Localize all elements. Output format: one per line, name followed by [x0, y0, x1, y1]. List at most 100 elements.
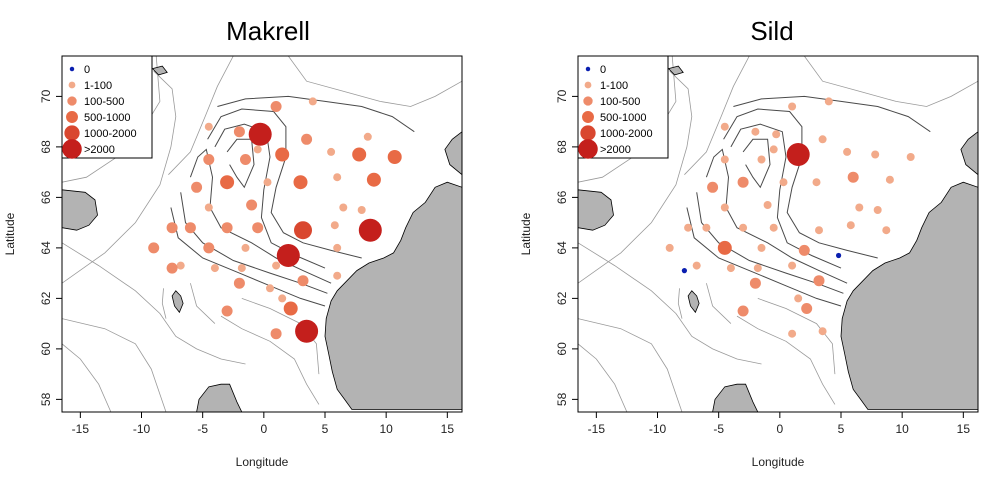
catch-point [818, 327, 827, 336]
legend-label: 100-500 [600, 96, 640, 108]
y-tick-label: 58 [39, 392, 53, 406]
map-panel-sild: 0 1-100 100-500 500-1000 1000-2000 >2000 Sild -… [519, 16, 979, 469]
legend-symbol [62, 139, 82, 159]
scotland-land [196, 383, 243, 412]
catch-point [763, 201, 772, 209]
catch-point [757, 243, 766, 252]
catch-point [882, 226, 891, 235]
depth-contour [757, 298, 836, 375]
catch-point [772, 130, 781, 139]
panel-title: Makrell [226, 16, 310, 46]
catch-point [387, 150, 402, 164]
catch-point [166, 262, 178, 274]
depth-contour [578, 242, 762, 365]
catch-point [270, 328, 282, 340]
legend-symbol [583, 96, 593, 106]
catch-point [283, 301, 298, 316]
catch-point [786, 143, 810, 166]
legend-label: 100-500 [84, 96, 124, 108]
catch-point [846, 221, 855, 230]
legend-label: >2000 [600, 144, 631, 156]
depth-contour [220, 315, 320, 405]
legend-label: 500-1000 [600, 112, 647, 124]
catch-point [266, 284, 274, 293]
legend-label: 0 [600, 64, 606, 76]
catch-point [751, 127, 760, 136]
catch-point [801, 303, 813, 314]
catch-point [813, 275, 825, 287]
y-tick-label: 68 [555, 140, 569, 154]
faroe-islands [171, 290, 184, 314]
depth-contour [803, 56, 978, 107]
legend-label: 500-1000 [84, 112, 131, 124]
jan-mayen [151, 65, 168, 76]
norway-north-land [960, 131, 978, 176]
y-tick-label: 70 [555, 89, 569, 103]
catch-point [737, 305, 749, 317]
depth-contour [217, 95, 415, 133]
catch-point [720, 155, 729, 164]
legend-symbol [578, 139, 598, 159]
x-tick-label: 10 [895, 422, 909, 436]
catch-point [794, 294, 803, 303]
depth-contour [736, 315, 836, 405]
catch-point [720, 203, 729, 212]
x-tick-label: 5 [322, 422, 329, 436]
legend: 0 1-100 100-500 500-1000 1000-2000 >2000 [61, 55, 153, 159]
catch-point [333, 271, 342, 280]
legend-symbol [68, 81, 76, 89]
greenland-land [62, 189, 98, 231]
legend-symbol [64, 125, 80, 141]
legend-symbol [584, 81, 592, 89]
catch-point [270, 101, 282, 112]
x-tick-label: 15 [441, 422, 455, 436]
catch-point [684, 223, 693, 232]
catch-point [812, 178, 821, 187]
catch-point [184, 222, 196, 234]
y-tick-label: 64 [555, 241, 569, 255]
x-tick-label: -10 [649, 422, 667, 436]
catch-point [252, 222, 264, 234]
greenland-land [578, 189, 614, 231]
catch-point [191, 181, 203, 193]
depth-contour [62, 70, 177, 284]
depth-contour [207, 108, 362, 259]
catch-point [873, 206, 882, 214]
x-tick-label: -15 [72, 422, 90, 436]
catch-point [720, 122, 729, 131]
catch-point [275, 147, 290, 162]
catch-point [297, 275, 309, 287]
y-tick-label: 62 [555, 291, 569, 305]
catch-point [707, 181, 719, 193]
depth-contour [578, 318, 683, 412]
catch-point [779, 178, 788, 187]
catch-point [237, 264, 246, 273]
depth-contour [170, 207, 326, 307]
depth-contour [677, 288, 683, 319]
x-axis-label: Longitude [236, 455, 289, 469]
catch-point [276, 244, 300, 267]
jan-mayen [667, 65, 684, 76]
catch-point [815, 226, 823, 235]
panel-title: Sild [750, 16, 793, 46]
x-axis-label: Longitude [752, 455, 805, 469]
depth-contour [733, 95, 931, 133]
catch-point [295, 319, 319, 343]
catch-point [327, 147, 336, 156]
catch-point [717, 240, 732, 255]
legend-symbol [580, 125, 596, 141]
catch-point [240, 154, 251, 165]
catch-point [203, 154, 215, 165]
y-tick-label: 62 [39, 291, 53, 305]
x-tick-label: 10 [379, 422, 393, 436]
catch-point [739, 223, 748, 232]
depth-contour [684, 56, 750, 175]
legend-symbol [66, 111, 78, 123]
x-tick-label: -10 [133, 422, 151, 436]
faroe-islands [687, 290, 700, 314]
depth-contour [706, 283, 732, 324]
catch-point [737, 176, 749, 188]
catch-point [148, 242, 160, 254]
catch-point [824, 97, 833, 106]
